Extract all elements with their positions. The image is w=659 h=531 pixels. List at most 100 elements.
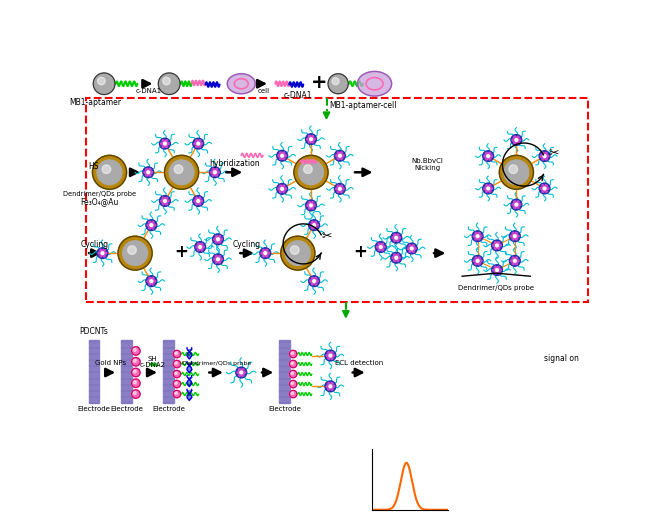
Circle shape [397, 239, 399, 242]
Circle shape [325, 381, 336, 392]
Circle shape [284, 188, 287, 190]
Circle shape [299, 160, 324, 185]
Circle shape [162, 203, 165, 205]
Circle shape [198, 243, 200, 245]
Circle shape [217, 238, 219, 241]
Text: SH: SH [148, 356, 157, 363]
Circle shape [473, 260, 476, 262]
Circle shape [395, 236, 397, 239]
Circle shape [494, 272, 496, 274]
Circle shape [165, 145, 167, 148]
Circle shape [314, 277, 317, 279]
Circle shape [100, 255, 102, 257]
Text: Cycling: Cycling [80, 239, 109, 249]
Circle shape [310, 280, 312, 282]
Circle shape [376, 246, 379, 248]
Text: Nb.BbvCI
Nicking: Nb.BbvCI Nicking [411, 158, 444, 171]
Circle shape [486, 185, 488, 187]
Circle shape [545, 190, 547, 192]
Circle shape [517, 201, 519, 203]
Circle shape [200, 249, 203, 251]
Circle shape [378, 249, 380, 251]
Circle shape [494, 242, 496, 244]
Circle shape [546, 187, 549, 190]
Circle shape [413, 245, 415, 247]
Text: ✂: ✂ [548, 147, 559, 159]
Circle shape [376, 242, 386, 252]
Circle shape [173, 380, 181, 388]
Circle shape [159, 138, 170, 149]
Circle shape [500, 156, 533, 189]
Circle shape [312, 207, 314, 209]
Circle shape [334, 150, 345, 161]
Text: MB1-aptamer: MB1-aptamer [69, 98, 121, 107]
Circle shape [304, 165, 312, 174]
Circle shape [200, 200, 202, 202]
Circle shape [542, 152, 544, 155]
Circle shape [98, 252, 100, 254]
Circle shape [473, 235, 476, 237]
Circle shape [499, 244, 501, 246]
Circle shape [494, 247, 496, 249]
Circle shape [281, 187, 283, 190]
Circle shape [414, 247, 416, 250]
Circle shape [478, 238, 480, 240]
Circle shape [313, 204, 315, 207]
Circle shape [261, 252, 263, 254]
Circle shape [490, 155, 492, 157]
Circle shape [331, 357, 333, 359]
Circle shape [163, 200, 166, 202]
Circle shape [214, 171, 216, 174]
Circle shape [489, 158, 491, 160]
Circle shape [512, 233, 514, 235]
Circle shape [484, 187, 486, 190]
Circle shape [473, 231, 483, 242]
Circle shape [161, 142, 163, 144]
Circle shape [339, 155, 341, 157]
Circle shape [193, 138, 204, 149]
Circle shape [308, 207, 310, 209]
Circle shape [211, 171, 213, 173]
Circle shape [540, 155, 542, 157]
Circle shape [242, 374, 244, 376]
Circle shape [492, 240, 502, 251]
Circle shape [340, 152, 343, 154]
Circle shape [199, 203, 201, 205]
Circle shape [199, 197, 201, 199]
Text: Gold NPs: Gold NPs [95, 361, 126, 366]
Circle shape [517, 142, 519, 144]
Circle shape [154, 280, 156, 282]
Circle shape [294, 156, 328, 189]
Circle shape [331, 382, 333, 385]
Circle shape [195, 242, 206, 252]
Circle shape [196, 203, 198, 205]
Circle shape [380, 246, 382, 249]
Circle shape [310, 204, 312, 207]
Circle shape [215, 235, 217, 238]
Circle shape [175, 372, 177, 374]
Circle shape [334, 183, 345, 194]
Circle shape [511, 199, 522, 210]
Circle shape [212, 168, 214, 170]
Circle shape [219, 241, 221, 243]
Circle shape [283, 191, 285, 193]
Circle shape [159, 195, 170, 207]
Circle shape [543, 187, 546, 190]
Circle shape [133, 359, 136, 362]
Circle shape [173, 390, 181, 398]
Circle shape [133, 391, 136, 395]
Circle shape [200, 243, 203, 245]
Circle shape [167, 200, 169, 202]
Circle shape [475, 233, 477, 235]
Circle shape [132, 347, 140, 355]
Circle shape [342, 155, 344, 157]
Circle shape [478, 257, 480, 259]
Text: Dendrimer/QDs probe: Dendrimer/QDs probe [63, 191, 136, 197]
Circle shape [283, 152, 285, 154]
Circle shape [545, 152, 547, 155]
Circle shape [382, 243, 384, 245]
Circle shape [316, 280, 318, 282]
Text: Electrode: Electrode [110, 406, 143, 413]
Circle shape [312, 135, 314, 138]
Circle shape [328, 388, 330, 390]
